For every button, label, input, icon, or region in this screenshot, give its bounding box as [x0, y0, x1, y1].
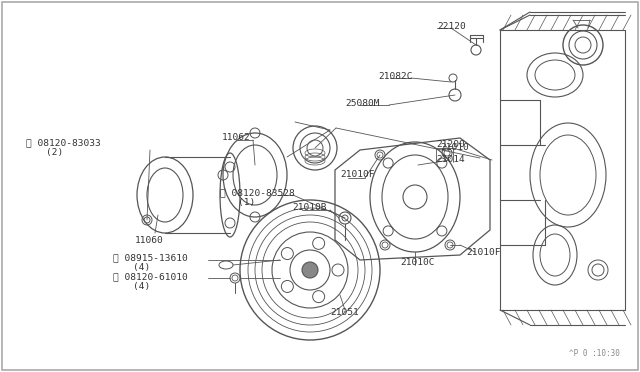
Text: 21010C: 21010C [400, 258, 435, 267]
Text: 21200: 21200 [436, 140, 465, 149]
Text: 21010: 21010 [440, 143, 468, 152]
Text: 11062: 11062 [222, 133, 251, 142]
Text: 21082C: 21082C [378, 72, 413, 81]
Circle shape [302, 262, 318, 278]
Text: 21010B: 21010B [292, 203, 326, 212]
Text: 11060: 11060 [135, 236, 164, 245]
Text: Ⓗ 08915-13610: Ⓗ 08915-13610 [113, 253, 188, 262]
Text: 22120: 22120 [437, 22, 466, 31]
Text: 21051: 21051 [330, 308, 359, 317]
Text: (1): (1) [238, 198, 255, 207]
Text: (4): (4) [133, 282, 150, 291]
Text: (2): (2) [46, 148, 63, 157]
Text: 21014: 21014 [436, 155, 465, 164]
Text: 25080M: 25080M [345, 99, 380, 108]
Text: 21010F: 21010F [466, 248, 500, 257]
Text: (4): (4) [133, 263, 150, 272]
Text: Ⓑ 08120-83033: Ⓑ 08120-83033 [26, 138, 100, 147]
Text: ^P 0 :10:30: ^P 0 :10:30 [569, 349, 620, 358]
Text: 21010F: 21010F [340, 170, 374, 179]
Text: Ⓑ 08120-83528: Ⓑ 08120-83528 [220, 188, 295, 197]
Text: Ⓑ 08120-61010: Ⓑ 08120-61010 [113, 272, 188, 281]
